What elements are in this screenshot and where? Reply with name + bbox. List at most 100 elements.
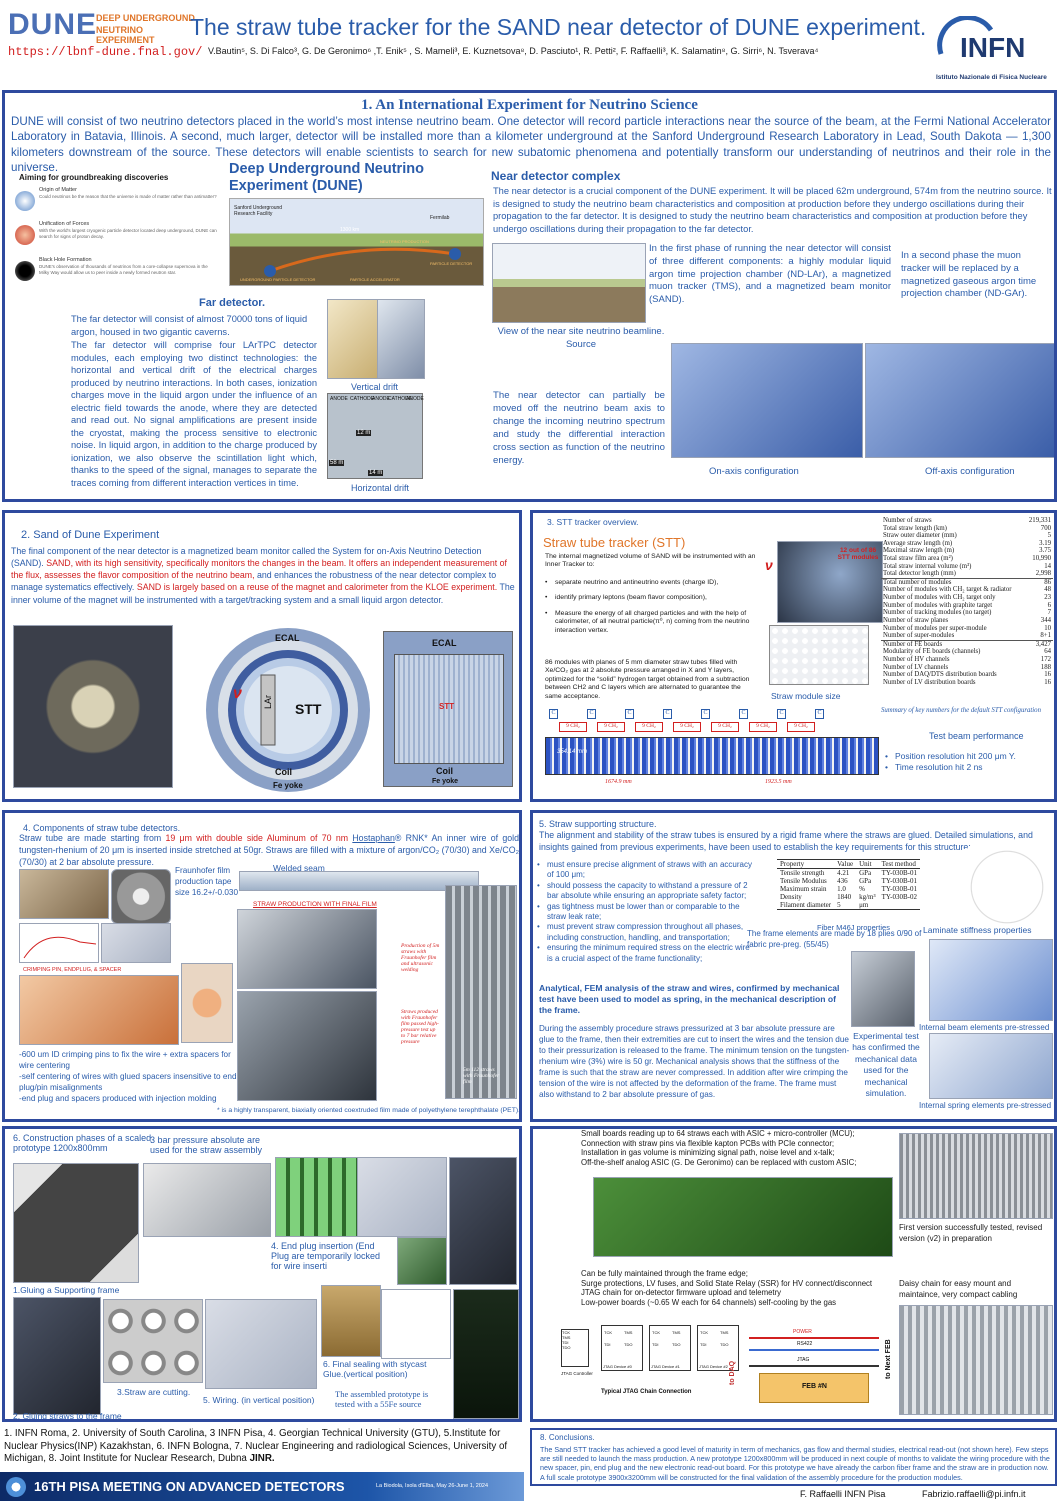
modules-label: 12 out of 86 STT modules [837,547,879,561]
fd-label-58m: 58 m [329,460,345,466]
key-number-label: Number of straw planes [883,616,949,624]
infn-logo: INFN Istituto Nazionale di Fisica Nuclea… [930,16,1055,86]
jtag-controller-pin-tdo: TDO [562,1345,571,1350]
prop-head-value: Value [834,858,857,870]
fiber-property-cell: Tensile Modulus [780,877,827,886]
jtag-controller-pin-tck: TCK [562,1330,570,1335]
key-number-value: 86 [1024,577,1053,587]
aiming-title: Aiming for groundbreaking discoveries [19,173,169,182]
fiber-property-row: Tensile strength 4.21 GPa TY-030B-01 [777,869,920,878]
straw-ends-photo [103,1299,203,1383]
dune-url-link[interactable]: https://lbnf-dune.fnal.gov/ [8,45,203,59]
prop-head-property: Property [777,858,835,870]
map-label-underground: UNDERGROUND PARTICLE DETECTOR [240,277,316,282]
module-c-label: C [549,709,558,719]
s2-text-b: and enhances the robustness of the near … [11,570,497,593]
horizontal-drift-caption: Horizontal drift [351,483,410,493]
s5-bullet-1: must ensure precise alignment of straws … [537,860,753,881]
key-number-label: Number of super-modules [883,632,955,640]
straws-green-photo [275,1157,359,1237]
module-ch2-label: 9 CH₂ [559,722,587,732]
key-number-row: Number of DAQ/DTS distribution boards 16 [881,671,1053,679]
module-ch2-label: 9 CH₂ [749,722,777,732]
poster-title: The straw tube tracker for the SAND near… [190,14,927,40]
jtag-device-label: JTAG Device #1 [651,1364,680,1369]
s2-text-red2: SAND is largely based on a reuse of the … [136,582,498,593]
step1-caption: 1.Gluing a Supporting frame [13,1285,120,1295]
map-label-distance: 1300 km [340,227,360,233]
fiber-property-cell: Density [780,893,802,902]
key-number-value: 10,990 [1032,555,1051,563]
key-number-row: Number of HV channels 172 [881,656,1053,664]
prop-head-unit: Unit [856,858,879,870]
stt-box: Straw tube tracker (STT) The internal ma… [543,535,763,705]
footer-place: La Biodola, Isola d'Elba, May 26-June 1,… [376,1483,489,1489]
kloe-photo [13,625,173,788]
hostaphan-link[interactable]: Hostaphan [352,833,395,843]
key-number-label: Number of LV distribution boards [883,678,976,686]
jtag-diagram: TCK TMS TDI TDO JTAG Controller JTAG Dev… [561,1325,751,1405]
key-number-value: 219,331 [1028,517,1051,524]
fiber-property-cell: GPa [859,877,872,886]
section-3-panel: 3. STT tracker overview. Straw tube trac… [530,510,1057,802]
offaxis-text: The near detector can partially be moved… [493,390,665,466]
key-number-value: 14 [1044,562,1051,570]
map-label-sanford: Sanford Underground Research Facility [234,205,283,217]
key-number-label: Number of HV channels [883,655,950,663]
key-number-label: Average straw length (m) [883,539,953,547]
straw-production-title: STRAW PRODUCTION WITH FINAL FILM [253,901,377,908]
frame-text: The frame elements are made by 18 plies … [747,929,922,949]
feb-label: FEB #N [802,1383,827,1390]
img-caption-pressure: Straws produced with Fraunhofer film pas… [401,1009,439,1045]
key-number-row: Number of modules per super-module 10 [881,625,1053,633]
prototype-rack-photo [449,1157,517,1285]
sand-cross-section-diagram [206,628,370,792]
key-number-value: 188 [1040,663,1051,671]
module-ch2-label: 9 CH₂ [673,722,701,732]
near-text: The near detector is a crucial component… [493,186,1052,234]
endplug-drawing [181,963,233,1043]
straw-module-drawing [769,625,869,685]
fiber-property-cell: 4.21 [837,869,850,878]
infn-arc-icon [937,16,994,55]
s2-text-red1: SAND, with its high sensitivity, specifi… [11,558,507,581]
key-number-value: 6 [1047,601,1051,609]
view-caption: View of the near site neutrino beamline.… [497,326,665,350]
fiber-property-cell: 5 [834,901,857,911]
origin-icon [15,191,35,211]
s4-text-red: 19 μm with double side Aluminum of 70 nm [165,833,349,843]
jtag-device-pin: TDI [604,1342,611,1347]
wiring-photo [205,1299,317,1389]
diag-coil-label: Coil [275,767,292,777]
section-6-title: 6. Construction phases of a scaled proto… [13,1133,152,1153]
aiming-item-origin-heading: Origin of Matter [39,187,77,193]
key-number-label: Number of modules with CH₂ target & radi… [883,586,1012,594]
key-number-value: 3.75 [1039,547,1051,555]
aiming-box: Aiming for groundbreaking discoveries Or… [11,173,221,293]
s4-text-1: Straw tube are made starting from [19,833,166,843]
dune-title: Deep Underground Neutrino Experiment (DU… [229,161,424,194]
plug-detail-photo [397,1237,447,1285]
key-number-row: Number of tracking modules (no target) 7 [881,609,1053,617]
feb-board-render [593,1177,893,1257]
key-numbers: Number of straws 219,331 Total straw lengt… [881,517,1053,686]
side-ecal-label: ECAL [432,638,457,648]
key-number-label: Number of tracking modules (no target) [883,609,992,617]
jtag-device-pin: TDO [672,1342,681,1347]
fd-label-cathode1: CATHODE [350,396,375,402]
key-number-value: 5 [1047,532,1051,540]
perf-item-position: Position resolution hit 200 μm Y. [885,751,1054,762]
stt-box-intro: The internal magnetized volume of SAND w… [545,553,756,569]
straw-stack-photo [445,885,517,1099]
fiber-property-cell: kg/m³ [859,893,876,902]
s4-text-2: ® RNK* An inner wire of gold tungsten-rh… [19,833,519,867]
fiber-property-row: Tensile Modulus 436 GPa TY-030B-01 [777,877,920,885]
first-phase-text: In the first phase of running the near d… [649,243,891,306]
fiber-property-cell: TY-030B-02 [881,893,917,902]
footer-email-link[interactable]: Fabrizio.raffaelli@pi.infn.it [922,1489,1026,1499]
key-number-label: Total detector length (mm) [883,570,956,578]
map-label-accelerator: PARTICLE ACCELERATOR [350,277,400,282]
far-title: Far detector. [199,297,266,309]
straw-module-caption: Straw module size [771,691,841,701]
